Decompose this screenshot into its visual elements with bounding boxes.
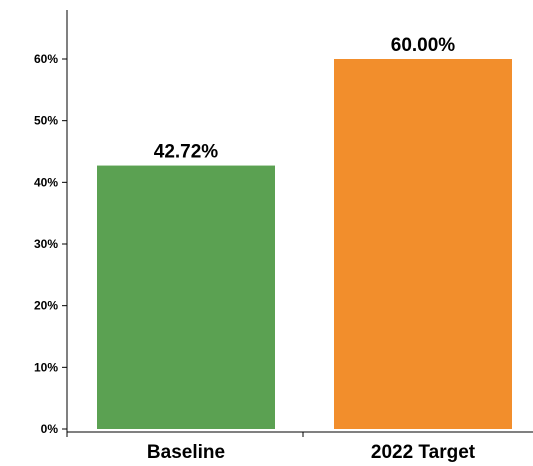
x-category-label: Baseline xyxy=(147,442,225,463)
y-tick-label: 40% xyxy=(34,175,58,189)
bar-baseline xyxy=(97,165,275,429)
y-tick-label: 60% xyxy=(34,52,58,66)
bar-2022-target xyxy=(334,59,512,429)
y-ticks-group: 0% 10% 20% 30% 40% 50% 60% xyxy=(34,52,67,436)
x-ticks-group: Baseline 2022 Target xyxy=(66,432,476,463)
data-label-2022-target: 60.00% xyxy=(391,35,456,56)
y-tick-label: 0% xyxy=(41,422,59,436)
data-labels-group: 42.72% 60.00% xyxy=(154,35,456,163)
bars-group xyxy=(97,59,512,429)
y-tick-label: 10% xyxy=(34,360,58,374)
y-tick-label: 30% xyxy=(34,237,58,251)
y-tick-label: 50% xyxy=(34,114,58,128)
y-tick-label: 20% xyxy=(34,299,58,313)
data-label-baseline: 42.72% xyxy=(154,142,219,163)
x-category-label: 2022 Target xyxy=(371,442,476,463)
